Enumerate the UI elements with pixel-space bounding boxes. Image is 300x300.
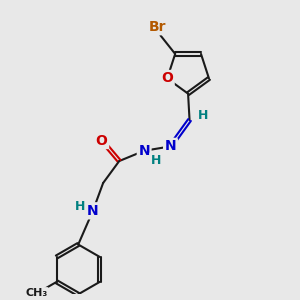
Text: CH₃: CH₃ (25, 288, 47, 298)
Text: O: O (96, 134, 108, 148)
Text: Br: Br (149, 20, 166, 34)
Text: H: H (197, 109, 208, 122)
Text: N: N (138, 144, 150, 158)
Text: O: O (161, 71, 173, 85)
Text: N: N (165, 140, 176, 153)
Text: H: H (151, 154, 161, 166)
Text: H: H (74, 200, 85, 213)
Text: N: N (87, 204, 99, 218)
